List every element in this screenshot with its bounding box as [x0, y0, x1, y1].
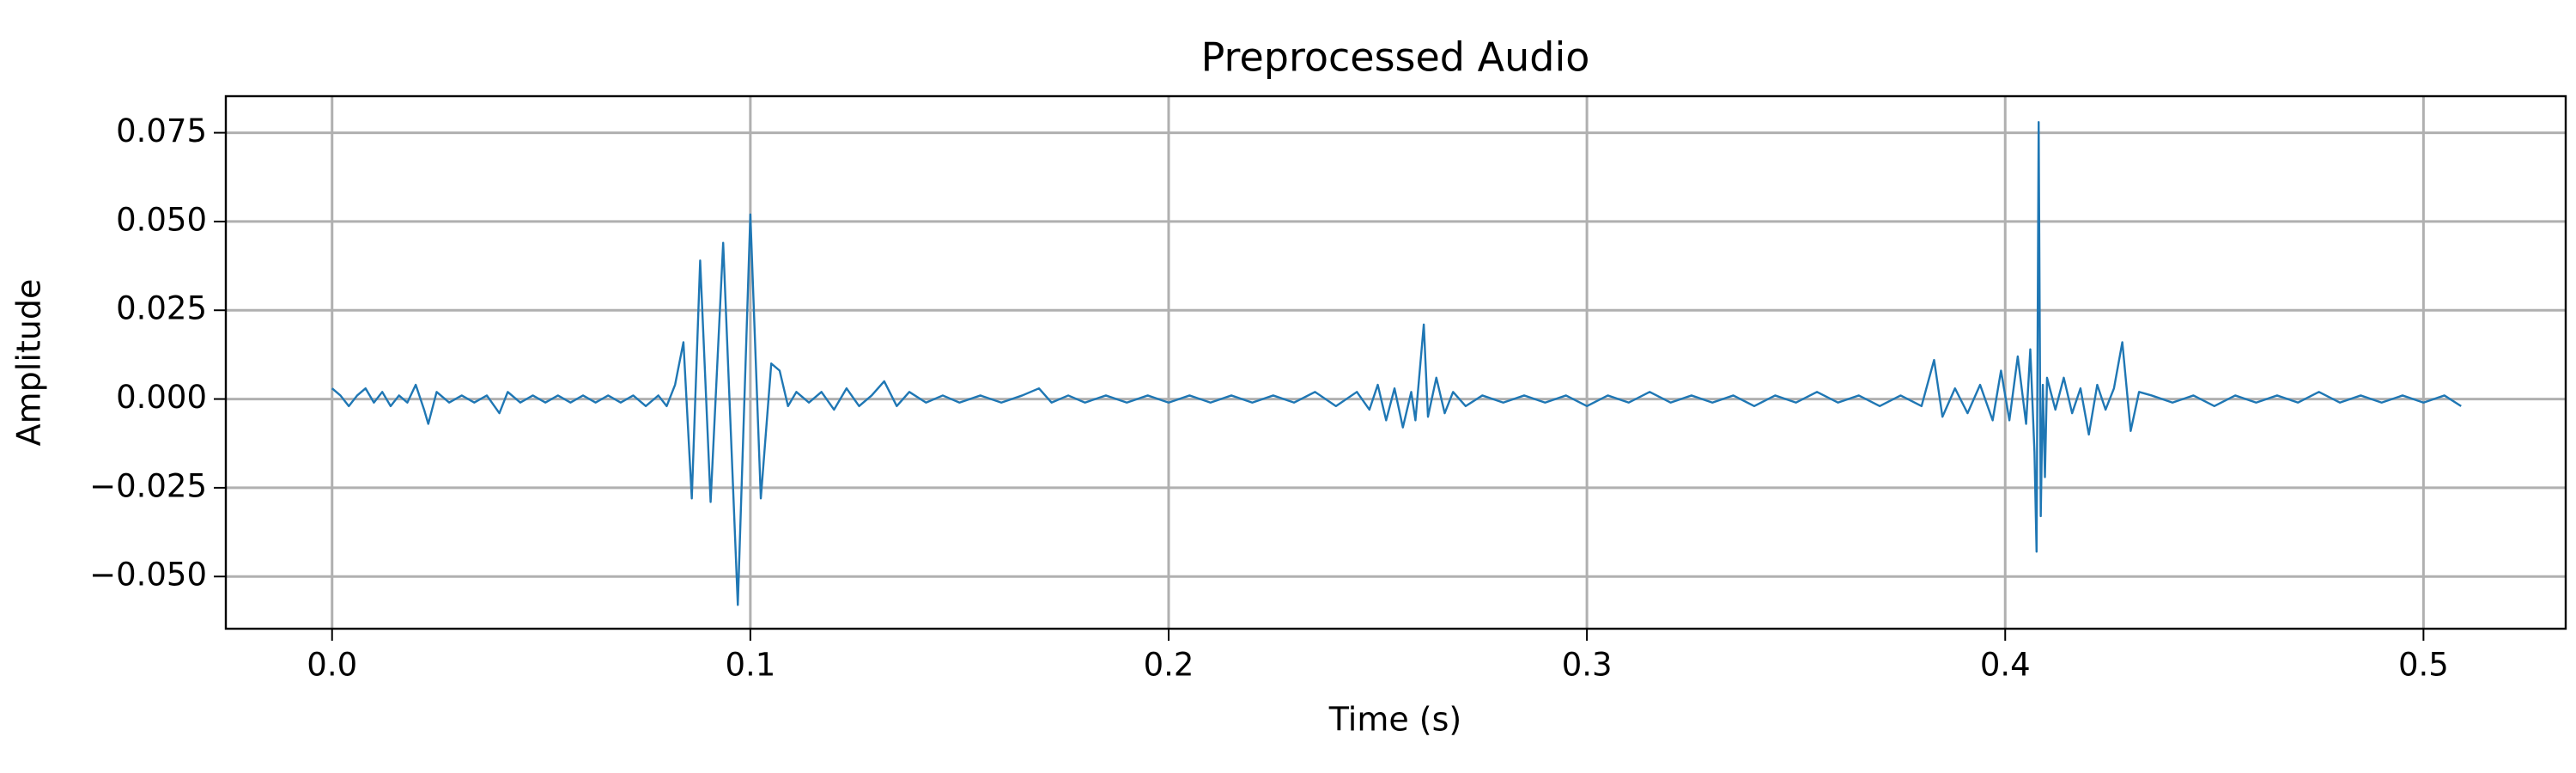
x-tick-label: 0.5 [2398, 647, 2449, 684]
y-tick-label: 0.000 [116, 379, 207, 416]
x-tick-label: 0.3 [1562, 647, 1613, 684]
y-tick-label: 0.050 [116, 201, 207, 238]
x-tick-label: 0.1 [725, 647, 775, 684]
y-tick-label: −0.050 [89, 557, 207, 593]
y-tick-label: 0.075 [116, 113, 207, 149]
y-tick-label: 0.025 [116, 290, 207, 327]
x-tick-label: 0.0 [307, 647, 357, 684]
x-tick-label: 0.4 [1980, 647, 2031, 684]
y-tick-label: −0.025 [89, 467, 207, 504]
x-tick-label: 0.2 [1144, 647, 1194, 684]
plot-frame [224, 94, 2567, 630]
waveform-line [331, 120, 2462, 606]
chart-title: Preprocessed Audio [1201, 34, 1590, 81]
x-axis-label: Time (s) [1328, 701, 1462, 739]
y-axis-label: Amplitude [10, 279, 48, 447]
